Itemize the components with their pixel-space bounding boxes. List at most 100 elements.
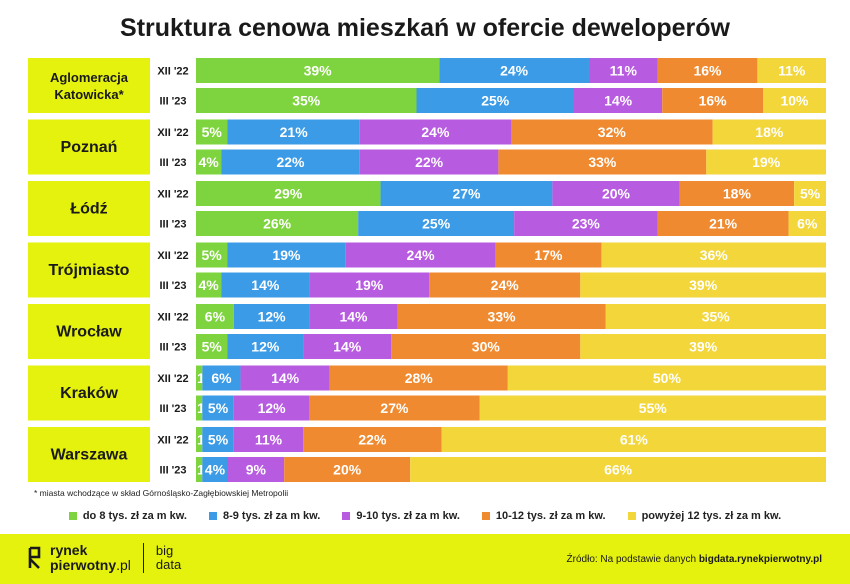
bar-segment (679, 181, 795, 206)
bar-segment (712, 119, 826, 145)
data-label: 30% (472, 339, 501, 355)
bar-segment (196, 457, 203, 482)
bar-segment (605, 304, 826, 329)
city-label-box (28, 242, 150, 298)
data-label: 5% (800, 186, 821, 202)
bar-segment (227, 457, 285, 482)
data-label: 19% (272, 247, 301, 263)
brand-sub1: big (155, 543, 174, 558)
bar-segment (345, 242, 496, 268)
bar-segment (202, 427, 234, 452)
data-label: 50% (653, 370, 682, 386)
bar-segment (588, 58, 658, 83)
bar-segment (196, 334, 228, 359)
data-label: 20% (602, 186, 631, 202)
source-note: Źródło: Na podstawie danych bigdata.ryne… (567, 554, 822, 565)
data-label: 39% (304, 63, 333, 79)
city-label: Łódź (70, 201, 107, 218)
bar-segment (233, 395, 310, 421)
data-label: 55% (639, 400, 668, 416)
data-label: 22% (415, 154, 444, 170)
city-label: Katowicka* (54, 87, 124, 102)
period-label: XII '22 (157, 435, 188, 447)
bar-segment (580, 334, 826, 359)
bar-segment (196, 272, 222, 298)
period-label: III '23 (159, 280, 186, 292)
bar-segment (196, 181, 381, 206)
data-label: 21% (709, 216, 738, 232)
city-label-box (28, 58, 150, 113)
bar-segment (196, 119, 228, 145)
bar-segment (514, 211, 658, 236)
period-label: III '23 (159, 342, 186, 354)
brand-sub2: data (155, 557, 182, 572)
data-label: 36% (700, 247, 729, 263)
city-label-box (28, 304, 150, 359)
city-label: Kraków (60, 385, 118, 402)
data-label: 5% (208, 432, 229, 448)
city-label-box (28, 181, 150, 236)
bar-segment (757, 58, 826, 83)
brand-line1: rynek (50, 542, 88, 558)
bar-segment (662, 88, 763, 113)
legend-swatch (627, 512, 636, 520)
data-label: 11% (778, 63, 806, 79)
legend-label: 8-9 tys. zł za m kw. (222, 510, 321, 522)
data-label: 11% (610, 63, 638, 79)
bar-segment (391, 334, 581, 359)
data-label: 9% (246, 462, 267, 478)
data-label: 23% (572, 216, 601, 232)
data-label: 19% (752, 154, 781, 170)
bar-segment (309, 272, 430, 298)
legend-item: 9-10 tys. zł za m kw. (342, 510, 460, 522)
brand-name: rynek pierwotny.pl (50, 543, 131, 573)
bar-segment (657, 211, 789, 236)
data-label: 33% (588, 154, 617, 170)
brand-logo-block[interactable]: rynek pierwotny.pl big data (28, 543, 181, 573)
bar-segment (196, 242, 228, 268)
data-label: 14% (339, 309, 368, 325)
data-label: 61% (620, 432, 649, 448)
bar-segment (196, 365, 203, 391)
source-link[interactable]: bigdata.rynekpierwotny.pl (698, 554, 822, 565)
bar-segment (794, 181, 826, 206)
data-label: 12% (251, 339, 280, 355)
data-label: 66% (604, 462, 633, 478)
bar-segment (233, 304, 310, 329)
bar-segment (507, 365, 826, 391)
bar-segment (196, 88, 417, 113)
data-label: 5% (202, 124, 223, 140)
source-prefix: Źródło: Na podstawie danych (566, 554, 699, 565)
data-label: 24% (407, 247, 436, 263)
legend-label: 9-10 tys. zł za m kw. (356, 510, 460, 522)
bar-segment (196, 211, 359, 236)
data-label: 18% (755, 124, 784, 140)
data-label: 6% (205, 309, 226, 325)
rynek-pierwotny-logo-icon (28, 546, 41, 569)
brand-tld: .pl (116, 557, 131, 573)
data-label: 21% (280, 124, 309, 140)
bar-segment (196, 304, 234, 329)
data-label: 11% (255, 432, 283, 448)
data-label: 18% (723, 186, 752, 202)
period-label: III '23 (159, 219, 186, 231)
bar-segment (511, 119, 713, 145)
data-label: 39% (689, 339, 718, 355)
bar-segment (763, 88, 826, 113)
bar-segment (303, 334, 392, 359)
period-label: XII '22 (157, 189, 188, 201)
city-label: Warszawa (51, 447, 128, 464)
data-label: 6% (797, 216, 818, 232)
data-label: 17% (534, 247, 563, 263)
legend-item: do 8 tys. zł za m kw. (68, 510, 187, 522)
period-label: III '23 (159, 403, 186, 415)
data-label: 25% (481, 93, 510, 109)
data-label: 12% (258, 309, 287, 325)
bar-segment (358, 211, 515, 236)
data-label: 27% (452, 186, 481, 202)
period-label: XII '22 (157, 312, 188, 324)
legend-item: powyżej 12 tys. zł za m kw. (627, 510, 781, 522)
period-label: XII '22 (157, 66, 188, 78)
bar-segment (580, 272, 826, 298)
period-label: III '23 (159, 465, 186, 477)
